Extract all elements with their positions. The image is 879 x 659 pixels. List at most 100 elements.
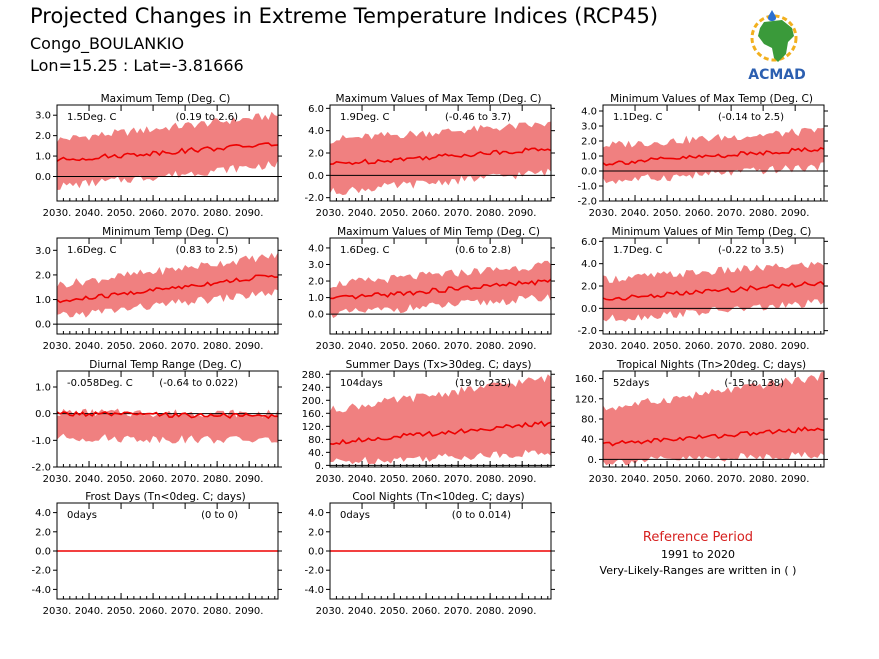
chart-title: Maximum Temp (Deg. C) [101,93,231,105]
chart-title: Diurnal Temp Range (Deg. C) [89,359,241,371]
y-tick-label: 3.0 [35,111,51,122]
y-tick-label: 2.0 [308,277,324,288]
y-tick-label: -2.0 [304,566,324,577]
y-tick-label: 6.0 [308,104,324,115]
mean-line [602,147,825,167]
acmad-logo: ACMAD [748,10,806,83]
mean-line [56,274,279,304]
y-tick-label: -2.0 [304,193,324,204]
y-tick-label: 3.0 [308,260,324,271]
chart-title: Minimum Temp (Deg. C) [102,226,229,238]
chart-title: Minimum Values of Min Temp (Deg. C) [612,226,812,238]
x-tick-label: 2080. [476,474,505,485]
y-tick-label: 2.0 [581,282,597,293]
x-tick-label: 2050. [653,341,682,352]
mean-line [329,278,552,300]
y-tick-label: 6.0 [581,237,597,248]
reference-note: Very-Likely-Ranges are written in ( ) [599,564,797,577]
plot-frame [56,104,279,202]
x-tick-label: 2030. [43,208,72,219]
x-tick-label: 2060. [412,208,441,219]
uncertainty-band [57,408,278,444]
x-tick-label: 2050. [380,208,409,219]
mean-change-label: 1.6Deg. C [67,245,116,256]
uncertainty-band [330,374,551,465]
range-label: (19 to 235) [455,378,511,389]
mean-change-label: 1.6Deg. C [340,245,389,256]
x-tick-label: 2030. [316,341,345,352]
y-tick-label: 0.0 [581,304,597,315]
y-tick-label: 80. [308,435,324,446]
y-tick-label: 4.0 [308,508,324,519]
y-tick-label: -1.0 [31,436,51,447]
mean-line [602,426,825,447]
x-tick-label: 2050. [107,208,136,219]
x-tick-label: 2080. [203,606,232,617]
x-tick-label: 2030. [589,474,618,485]
mean-line [56,142,279,162]
y-tick-label: 0. [314,461,324,472]
africa-map-logo [750,10,798,62]
y-tick-label: 4.0 [35,508,51,519]
y-tick-label: 4.0 [308,243,324,254]
x-tick-label: 2090. [781,208,810,219]
mean-line [329,420,552,445]
x-tick-label: 2030. [316,474,345,485]
mean-change-label: 0days [340,510,370,521]
x-tick-label: 2030. [43,606,72,617]
y-tick-label: 80. [581,415,597,426]
y-tick-label: -4.0 [31,585,51,596]
x-tick-label: 2030. [316,606,345,617]
x-tick-label: 2070. [171,341,200,352]
x-tick-label: 2030. [589,208,618,219]
mean-change-label: 1.7Deg. C [613,245,662,256]
y-tick-label: 40. [581,435,597,446]
y-tick-label: 200. [302,396,324,407]
x-tick-label: 2050. [107,606,136,617]
x-tick-label: 2030. [43,341,72,352]
x-tick-label: 2060. [685,341,714,352]
x-tick-label: 2090. [235,341,264,352]
x-tick-label: 2090. [508,474,537,485]
x-tick-label: 2060. [685,208,714,219]
coordinates-label: Lon=15.25 : Lat=-3.81666 [30,56,244,75]
y-tick-label: 120. [302,422,324,433]
y-tick-label: 160. [302,409,324,420]
chart-panel: 0. 40. 80. 120. 160. 2030. 2040. 2050. 2060. 2070… [575,359,828,485]
x-tick-label: 2040. [621,208,650,219]
x-tick-label: 2080. [749,341,778,352]
x-tick-label: 2060. [412,341,441,352]
x-tick-label: 2090. [781,474,810,485]
x-tick-label: 2070. [444,341,473,352]
y-tick-label: 2.0 [581,137,597,148]
y-tick-label: 0.0 [35,172,51,183]
range-label: (0 to 0.014) [452,510,511,521]
location-label: Congo_BOULANKIO [30,34,185,53]
range-label: (-0.46 to 3.7) [445,112,511,123]
x-tick-label: 2090. [235,474,264,485]
y-tick-label: 240. [302,383,324,394]
x-tick-label: 2070. [717,474,746,485]
mean-line [56,411,279,420]
uncertainty-band [57,111,278,190]
x-tick-label: 2060. [139,341,168,352]
y-tick-label: -2.0 [31,463,51,474]
uncertainty-band [57,252,278,318]
y-tick-label: 0.0 [308,547,324,558]
x-tick-label: 2090. [781,341,810,352]
x-tick-label: 2080. [203,208,232,219]
plot-frame [602,104,825,202]
chart-title: Maximum Values of Max Temp (Deg. C) [336,93,542,105]
y-tick-label: 2.0 [35,270,51,281]
y-tick-label: 0.0 [35,409,51,420]
y-tick-label: 280. [302,370,324,381]
plot-frame [56,237,279,335]
x-tick-label: 2050. [380,341,409,352]
range-label: (0.6 to 2.8) [455,245,511,256]
mean-change-label: 1.9Deg. C [340,112,389,123]
range-label: (-0.22 to 3.5) [718,245,784,256]
plot-frame [329,370,552,468]
y-tick-label: 3.0 [581,122,597,133]
x-tick-label: 2060. [139,474,168,485]
